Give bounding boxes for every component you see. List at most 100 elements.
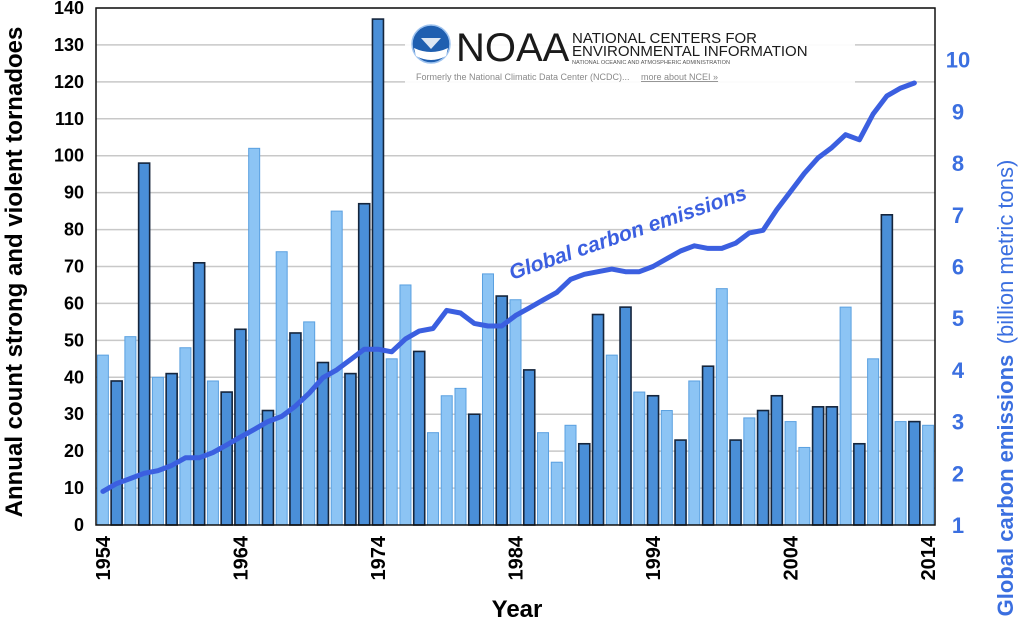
x-tick-label: 1964 bbox=[230, 535, 252, 580]
tornado-bar-1972 bbox=[344, 372, 357, 526]
y-tick-label: 50 bbox=[64, 330, 84, 350]
tornado-bar-1995 bbox=[660, 410, 673, 526]
noaa-wordmark: NOAA bbox=[456, 26, 570, 70]
y-tick-label: 90 bbox=[64, 183, 84, 203]
y2-tick-label: 1 bbox=[952, 513, 964, 538]
x-tick-label: 1974 bbox=[368, 535, 390, 580]
right-axis-ticks: 1 2 3 4 5 6 7 8 9 10 bbox=[946, 48, 970, 538]
tornado-bar-2013 bbox=[908, 420, 921, 526]
y2-tick-label: 6 bbox=[952, 255, 964, 280]
tornado-bar-1969 bbox=[303, 321, 316, 526]
x-axis-ticks: 1954 1964 1974 1984 1994 2004 2014 bbox=[93, 535, 940, 580]
y-tick-label: 20 bbox=[64, 441, 84, 461]
tornado-bar-2008 bbox=[839, 306, 852, 526]
tornado-bar-1965 bbox=[248, 147, 261, 526]
noaa-line1: NATIONAL CENTERS FOR bbox=[572, 30, 757, 47]
x-tick-label: 1984 bbox=[506, 535, 528, 580]
y2-tick-label: 9 bbox=[952, 99, 964, 124]
y-tick-label: 140 bbox=[54, 0, 84, 18]
y-tick-label: 0 bbox=[74, 515, 84, 535]
tornado-bar-1970 bbox=[316, 361, 330, 526]
tornado-bar-2004 bbox=[784, 421, 797, 526]
y-tick-label: 40 bbox=[64, 367, 84, 387]
tornado-bar-1988 bbox=[564, 424, 577, 526]
tornado-bar-1984 bbox=[509, 299, 522, 526]
tornado-bar-1979 bbox=[440, 395, 453, 526]
tornado-bar-1983 bbox=[495, 295, 509, 526]
tornado-bar-1967 bbox=[275, 251, 288, 526]
y-tick-label: 70 bbox=[64, 257, 84, 277]
y2-tick-label: 2 bbox=[952, 461, 964, 486]
tornado-bar-2007 bbox=[825, 406, 839, 526]
x-tick-label: 2014 bbox=[918, 535, 940, 580]
carbon-emissions-line bbox=[100, 80, 917, 494]
y-tick-label: 120 bbox=[54, 72, 84, 92]
tornado-bar-2012 bbox=[894, 421, 907, 526]
tornado-bar-1966 bbox=[261, 409, 275, 526]
noaa-line2: ENVIRONMENTAL INFORMATION bbox=[572, 43, 808, 60]
x-tick-label: 1954 bbox=[93, 535, 115, 580]
y2-axis-title-unit: (billion metric tons) bbox=[993, 160, 1018, 345]
tornado-bar-2014 bbox=[922, 424, 935, 526]
tornado-bar-1960 bbox=[179, 347, 192, 526]
tornado-bar-2002 bbox=[756, 409, 770, 526]
y2-tick-label: 7 bbox=[952, 203, 964, 228]
tornado-bar-1973 bbox=[357, 202, 371, 526]
y2-tick-label: 4 bbox=[952, 358, 965, 383]
x-axis-title: Year bbox=[492, 596, 543, 623]
tornado-bar-1961 bbox=[192, 262, 206, 526]
x-tick-label: 1994 bbox=[643, 535, 665, 580]
x-tick-label: 2004 bbox=[781, 535, 803, 580]
tornado-bar-1955 bbox=[110, 380, 123, 526]
tornado-bar-1998 bbox=[701, 365, 715, 526]
tornado-bar-1958 bbox=[151, 376, 164, 526]
tornado-bar-1956 bbox=[124, 336, 137, 526]
y-tick-label: 130 bbox=[54, 35, 84, 55]
tornado-bar-1992 bbox=[619, 306, 632, 526]
tornado-bar-1974 bbox=[371, 18, 385, 526]
tornado-bar-1990 bbox=[591, 313, 605, 526]
y-tick-label: 30 bbox=[64, 404, 84, 424]
tornado-bar-1959 bbox=[165, 372, 178, 526]
tornado-bar-1993 bbox=[633, 391, 646, 526]
y2-tick-label: 5 bbox=[952, 306, 964, 331]
tornado-bar-2009 bbox=[853, 442, 866, 526]
plot-frame bbox=[95, 7, 936, 526]
tornado-bar-1991 bbox=[605, 354, 618, 526]
tornado-bar-2011 bbox=[880, 214, 894, 526]
tornado-bar-1986 bbox=[537, 432, 550, 526]
y2-axis-title-main: Global carbon emissions bbox=[993, 355, 1018, 617]
tornado-bar-1994 bbox=[646, 394, 660, 526]
tornado-bars bbox=[96, 18, 935, 526]
y2-axis-title: Global carbon emissions (billion metric … bbox=[993, 160, 1018, 617]
noaa-logo-panel: NOAA NATIONAL CENTERS FOR ENVIRONMENTAL … bbox=[405, 16, 855, 88]
tornado-bar-1989 bbox=[577, 442, 591, 526]
tornado-bar-2001 bbox=[743, 417, 756, 526]
tornado-bar-1977 bbox=[412, 350, 426, 526]
tornado-bar-1999 bbox=[715, 288, 728, 526]
noaa-emblem-icon bbox=[411, 24, 451, 64]
tornado-bar-1963 bbox=[220, 391, 233, 526]
tornado-bar-1964 bbox=[234, 328, 247, 526]
y-tick-label: 10 bbox=[64, 478, 84, 498]
tornado-bar-1968 bbox=[289, 332, 302, 526]
y-tick-label: 80 bbox=[64, 220, 84, 240]
noaa-more-link[interactable]: more about NCEI » bbox=[641, 72, 718, 82]
y2-tick-label: 3 bbox=[952, 410, 964, 435]
tornado-bar-1981 bbox=[467, 413, 481, 526]
tornado-bar-2003 bbox=[770, 394, 784, 526]
tornado-bar-1985 bbox=[522, 369, 536, 526]
tornado-bar-1975 bbox=[385, 358, 398, 526]
tornado-bar-1954 bbox=[96, 354, 109, 526]
tornado-bar-2006 bbox=[811, 406, 825, 526]
tornado-bar-2005 bbox=[798, 446, 811, 526]
y2-tick-label: 10 bbox=[946, 48, 970, 73]
tornado-bar-1978 bbox=[426, 432, 439, 526]
noaa-line3: NATIONAL OCEANIC AND ATMOSPHERIC ADMINIS… bbox=[572, 60, 730, 66]
y-axis-title: Annual count strong and violent tornadoe… bbox=[1, 27, 28, 518]
tornado-bar-1987 bbox=[550, 461, 563, 526]
y-tick-label: 60 bbox=[64, 293, 84, 313]
tornado-bar-2010 bbox=[867, 358, 880, 526]
tornado-bar-1976 bbox=[399, 284, 412, 526]
